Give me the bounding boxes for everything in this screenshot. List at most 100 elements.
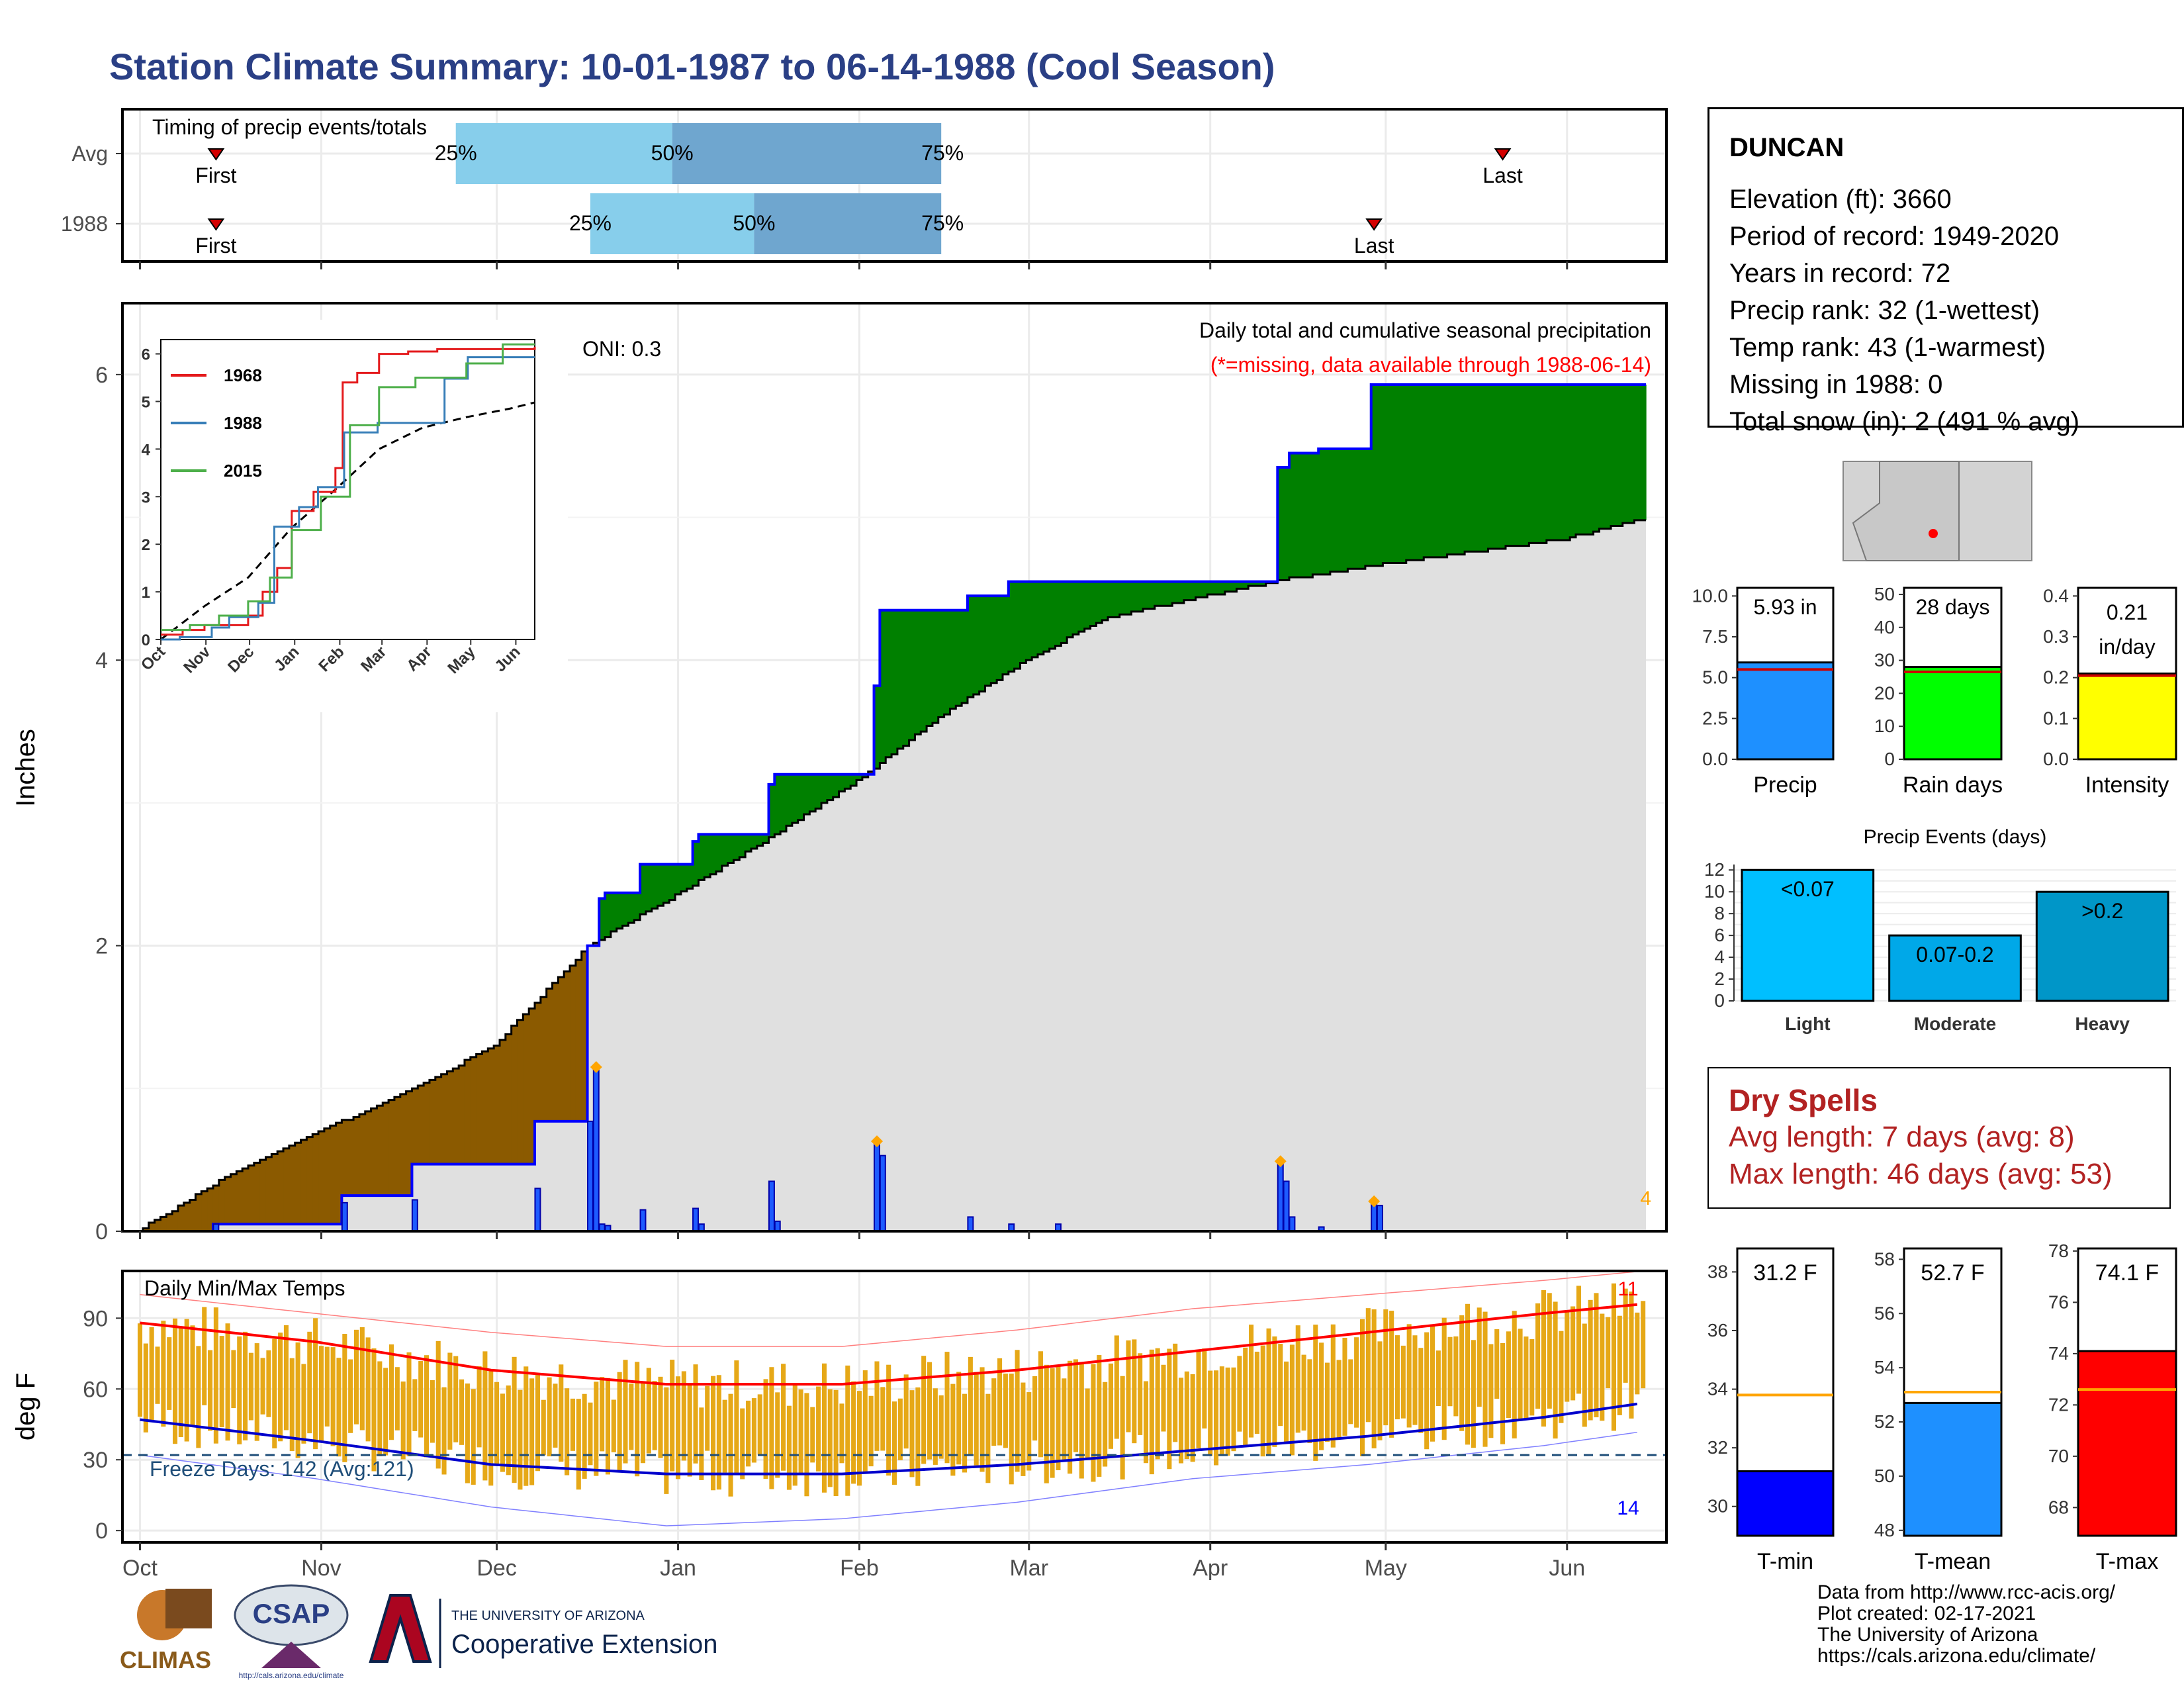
- daily-temp-bar: [670, 1360, 675, 1472]
- daily-temp-bar: [781, 1364, 786, 1471]
- inset-ytick-label: 0: [142, 632, 150, 649]
- above-average-fill: [1353, 449, 1360, 569]
- daily-temp-bar: [167, 1337, 172, 1410]
- below-average-fill: [341, 1119, 348, 1196]
- daily-temp-bar: [518, 1389, 523, 1490]
- above-average-fill: [1430, 384, 1436, 557]
- daily-temp-bar: [1635, 1312, 1640, 1395]
- above-average-fill: [780, 774, 787, 832]
- daily-temp-bar: [1219, 1366, 1224, 1456]
- above-average-fill: [1581, 384, 1588, 535]
- daily-temp-bar: [1441, 1317, 1447, 1440]
- above-average-fill: [1500, 384, 1506, 549]
- daily-temp-bar: [1324, 1362, 1330, 1442]
- first-event-marker: [207, 148, 225, 161]
- temp-gauge-bar: [1903, 1401, 2003, 1537]
- daily-temp-bar: [933, 1388, 938, 1465]
- precip-corner-note: 4: [1640, 1188, 1651, 1209]
- above-average-fill: [616, 892, 623, 929]
- daily-temp-bar: [734, 1360, 739, 1474]
- precip-panel-border: [121, 302, 1668, 1233]
- inset-ytick-label: 4: [142, 441, 151, 459]
- normal-cumulative-line: [137, 519, 1647, 1233]
- daily-temp-bar: [652, 1381, 657, 1450]
- below-average-fill: [424, 1082, 430, 1164]
- record-precip-marker: [590, 1060, 602, 1073]
- daily-temp-bar: [956, 1372, 962, 1465]
- daily-temp-bar: [441, 1387, 447, 1475]
- daily-precip-bar: [592, 1066, 600, 1233]
- above-average-fill: [803, 774, 810, 815]
- above-average-fill: [1435, 384, 1442, 557]
- below-average-fill: [359, 1114, 366, 1196]
- daily-temp-bar: [1359, 1319, 1365, 1456]
- daily-temp-bar: [1050, 1368, 1055, 1478]
- daily-temp-bar: [330, 1347, 336, 1446]
- above-average-fill: [950, 610, 956, 709]
- daily-temp-bar: [313, 1318, 318, 1450]
- station-name: DUNCAN: [1729, 133, 1844, 162]
- daily-temp-bar: [500, 1393, 505, 1472]
- timing-label-75: 75%: [921, 141, 964, 165]
- daily-temp-bar: [611, 1399, 616, 1452]
- above-average-fill: [944, 610, 951, 715]
- below-average-fill: [224, 1177, 232, 1225]
- credit-line: Plot created: 02-17-2021: [1817, 1603, 2036, 1624]
- inset-ytick-label: 6: [142, 346, 150, 364]
- daily-temp-bar: [1003, 1374, 1008, 1448]
- below-average-fill: [505, 1034, 512, 1164]
- above-average-fill: [680, 864, 688, 892]
- above-average-fill: [874, 686, 881, 769]
- daily-temp-bar: [1529, 1338, 1535, 1416]
- below-average-fill: [259, 1160, 267, 1225]
- below-average-fill: [581, 951, 588, 1121]
- above-average-fill: [1465, 384, 1471, 552]
- daily-temp-bar: [693, 1364, 698, 1464]
- daily-temp-bar: [675, 1376, 681, 1479]
- above-average-fill: [1505, 384, 1512, 546]
- daily-temp-bar: [1032, 1376, 1038, 1441]
- above-average-fill: [727, 834, 735, 863]
- events-ytick-label: 12: [1704, 859, 1725, 880]
- below-average-fill: [447, 1071, 453, 1164]
- daily-temp-bar: [1383, 1309, 1388, 1426]
- daily-temp-bar: [1313, 1325, 1318, 1461]
- above-average-fill: [1529, 384, 1535, 543]
- ua-logo-line2: Cooperative Extension: [451, 1630, 717, 1659]
- temp-xtick-label: Dec: [477, 1556, 516, 1581]
- temp-gauge-value-label: 74.1 F: [2095, 1260, 2159, 1286]
- daily-temp-bar: [594, 1382, 599, 1476]
- below-average-fill: [564, 971, 570, 1121]
- above-average-fill: [634, 892, 641, 920]
- daily-precip-bar: [586, 1120, 594, 1232]
- above-average-fill: [1482, 384, 1489, 552]
- inset-ytick-label: 2: [142, 536, 150, 554]
- gauge-ytick-label: 10: [1874, 716, 1895, 736]
- precip-ytick-label: 4: [95, 648, 108, 673]
- daily-precip-bar: [879, 1154, 886, 1233]
- above-average-fill: [1061, 581, 1068, 643]
- above-average-fill: [915, 610, 921, 735]
- above-average-fill: [1424, 384, 1430, 557]
- daily-temp-bar: [1500, 1342, 1506, 1444]
- temp-xtick-label: Jun: [1549, 1556, 1585, 1581]
- daily-temp-bar: [1056, 1366, 1061, 1470]
- daily-temp-bar: [786, 1405, 792, 1490]
- climas-logo-block: [165, 1589, 212, 1628]
- daily-temp-bar: [1606, 1317, 1611, 1389]
- gauge-name-label: Precip: [1753, 773, 1817, 798]
- daily-temp-bar: [471, 1389, 476, 1485]
- daily-precip-bar: [692, 1207, 700, 1233]
- daily-precip-bar: [774, 1220, 781, 1232]
- above-average-fill: [839, 774, 845, 792]
- temp-gauge-ytick-label: 32: [1707, 1437, 1728, 1458]
- daily-temp-bar: [1371, 1309, 1377, 1448]
- daily-temp-bar: [289, 1358, 295, 1452]
- above-average-fill: [973, 596, 980, 694]
- above-average-fill: [1377, 384, 1383, 566]
- daily-temp-bar: [880, 1387, 886, 1451]
- daily-temp-bar: [944, 1352, 950, 1464]
- above-average-fill: [1517, 384, 1524, 546]
- above-average-fill: [1318, 449, 1325, 575]
- daily-temp-bar: [640, 1382, 646, 1464]
